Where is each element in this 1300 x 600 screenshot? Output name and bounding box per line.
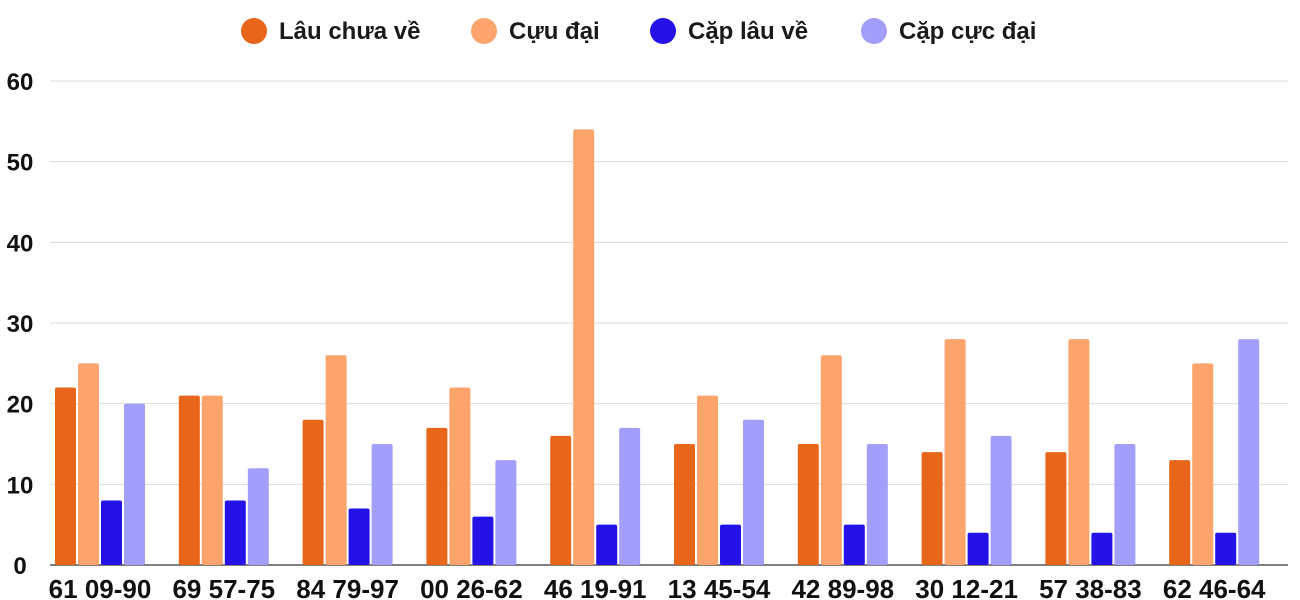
bar-lau-chua-ve-13-45-54: [674, 444, 695, 565]
x-tick-label-42-89-98: 42 89-98: [791, 574, 894, 600]
bar-cap-cuc-dai-00-26-62: [495, 460, 517, 565]
y-tick-label-0: 0: [13, 553, 26, 580]
bar-cap-cuc-dai-13-45-54: [743, 419, 764, 565]
x-tick-label-84-79-97: 84 79-97: [296, 574, 399, 600]
legend-item-cuu-dai: Cựu đại: [471, 18, 600, 45]
bar-cap-cuc-dai-84-79-97: [371, 444, 393, 565]
bar-lau-chua-ve-42-89-98: [797, 444, 819, 565]
bar-cap-lau-ve-13-45-54: [720, 524, 741, 565]
bar-cap-lau-ve-62-46-64: [1215, 532, 1237, 565]
bar-lau-chua-ve-69-57-75: [178, 395, 200, 565]
x-tick-label-62-46-64: 62 46-64: [1163, 574, 1266, 600]
y-tick-label-20: 20: [7, 392, 34, 419]
x-axis-labels: 61 09-90 69 57-75 84 79-97 00 26-62 46 19-91…: [49, 574, 1266, 600]
bar-lau-chua-ve-57-38-83: [1045, 452, 1067, 565]
x-tick-label-00-26-62: 00 26-62: [420, 574, 523, 600]
chart-legend: Lâu chưa về Cựu đại Cặp lâu về Cặp cực đại: [241, 18, 1036, 45]
bar-cap-lau-ve-00-26-62: [472, 516, 494, 565]
bar-lau-chua-ve-46-19-91: [550, 435, 572, 565]
bar-cuu-dai-69-57-75: [201, 395, 223, 565]
bar-cuu-dai-62-46-64: [1192, 363, 1214, 565]
legend-label-cap-cuc-dai: Cặp cực đại: [899, 18, 1036, 45]
y-tick-label-30: 30: [7, 311, 34, 338]
bar-cap-cuc-dai-62-46-64: [1238, 339, 1260, 565]
legend-swatch-cuu-dai: [471, 18, 497, 44]
bar-cap-cuc-dai-57-38-83: [1114, 444, 1136, 565]
bar-lau-chua-ve-30-12-21: [921, 452, 943, 565]
bar-cap-lau-ve-61-09-90: [101, 500, 122, 565]
legend-label-lau-chua-ve: Lâu chưa về: [279, 18, 420, 45]
bar-cap-cuc-dai-69-57-75: [247, 468, 269, 565]
bar-cap-lau-ve-42-89-98: [843, 524, 865, 565]
legend-swatch-cap-lau-ve: [650, 18, 676, 44]
y-tick-label-50: 50: [7, 150, 34, 177]
bar-cuu-dai-42-89-98: [820, 355, 842, 565]
bar-cuu-dai-84-79-97: [325, 355, 347, 565]
x-tick-label-69-57-75: 69 57-75: [172, 574, 275, 600]
chart-bars: [55, 129, 1260, 565]
bar-cuu-dai-00-26-62: [449, 387, 471, 565]
bar-lau-chua-ve-84-79-97: [302, 419, 324, 565]
legend-item-cap-lau-ve: Cặp lâu về: [650, 18, 808, 45]
bar-lau-chua-ve-61-09-90: [55, 387, 76, 565]
bar-cap-lau-ve-30-12-21: [967, 532, 989, 565]
bar-cap-cuc-dai-30-12-21: [990, 435, 1012, 565]
x-tick-label-46-19-91: 46 19-91: [544, 574, 647, 600]
legend-swatch-lau-chua-ve: [241, 18, 267, 44]
bar-cuu-dai-30-12-21: [944, 339, 966, 565]
bar-cuu-dai-46-19-91: [573, 129, 595, 565]
bar-cap-cuc-dai-42-89-98: [866, 444, 888, 565]
bar-cap-lau-ve-84-79-97: [348, 508, 370, 565]
bar-lau-chua-ve-00-26-62: [426, 427, 448, 565]
bar-cuu-dai-57-38-83: [1068, 339, 1090, 565]
y-tick-label-40: 40: [7, 230, 34, 257]
legend-label-cap-lau-ve: Cặp lâu về: [688, 18, 808, 45]
y-tick-label-60: 60: [7, 69, 34, 96]
x-tick-label-30-12-21: 30 12-21: [915, 574, 1018, 600]
bar-lau-chua-ve-62-46-64: [1169, 460, 1191, 565]
bar-cap-lau-ve-46-19-91: [596, 524, 618, 565]
x-tick-label-13-45-54: 13 45-54: [668, 574, 771, 600]
bar-cap-cuc-dai-61-09-90: [124, 403, 145, 565]
legend-swatch-cap-cuc-dai: [861, 18, 887, 44]
y-axis-ticks: 0 10 20 30 40 50 60: [7, 69, 34, 580]
x-tick-label-61-09-90: 61 09-90: [49, 574, 152, 600]
chart-gridlines: [50, 80, 1288, 566]
legend-item-lau-chua-ve: Lâu chưa về: [241, 18, 420, 45]
bar-cuu-dai-61-09-90: [78, 363, 99, 565]
bar-cap-cuc-dai-46-19-91: [619, 427, 641, 565]
legend-label-cuu-dai: Cựu đại: [509, 18, 600, 45]
y-tick-label-10: 10: [7, 472, 34, 499]
bar-cuu-dai-13-45-54: [697, 395, 718, 565]
legend-item-cap-cuc-dai: Cặp cực đại: [861, 18, 1036, 45]
bar-cap-lau-ve-57-38-83: [1091, 532, 1113, 565]
bar-cap-lau-ve-69-57-75: [224, 500, 246, 565]
x-tick-label-57-38-83: 57 38-83: [1039, 574, 1142, 600]
